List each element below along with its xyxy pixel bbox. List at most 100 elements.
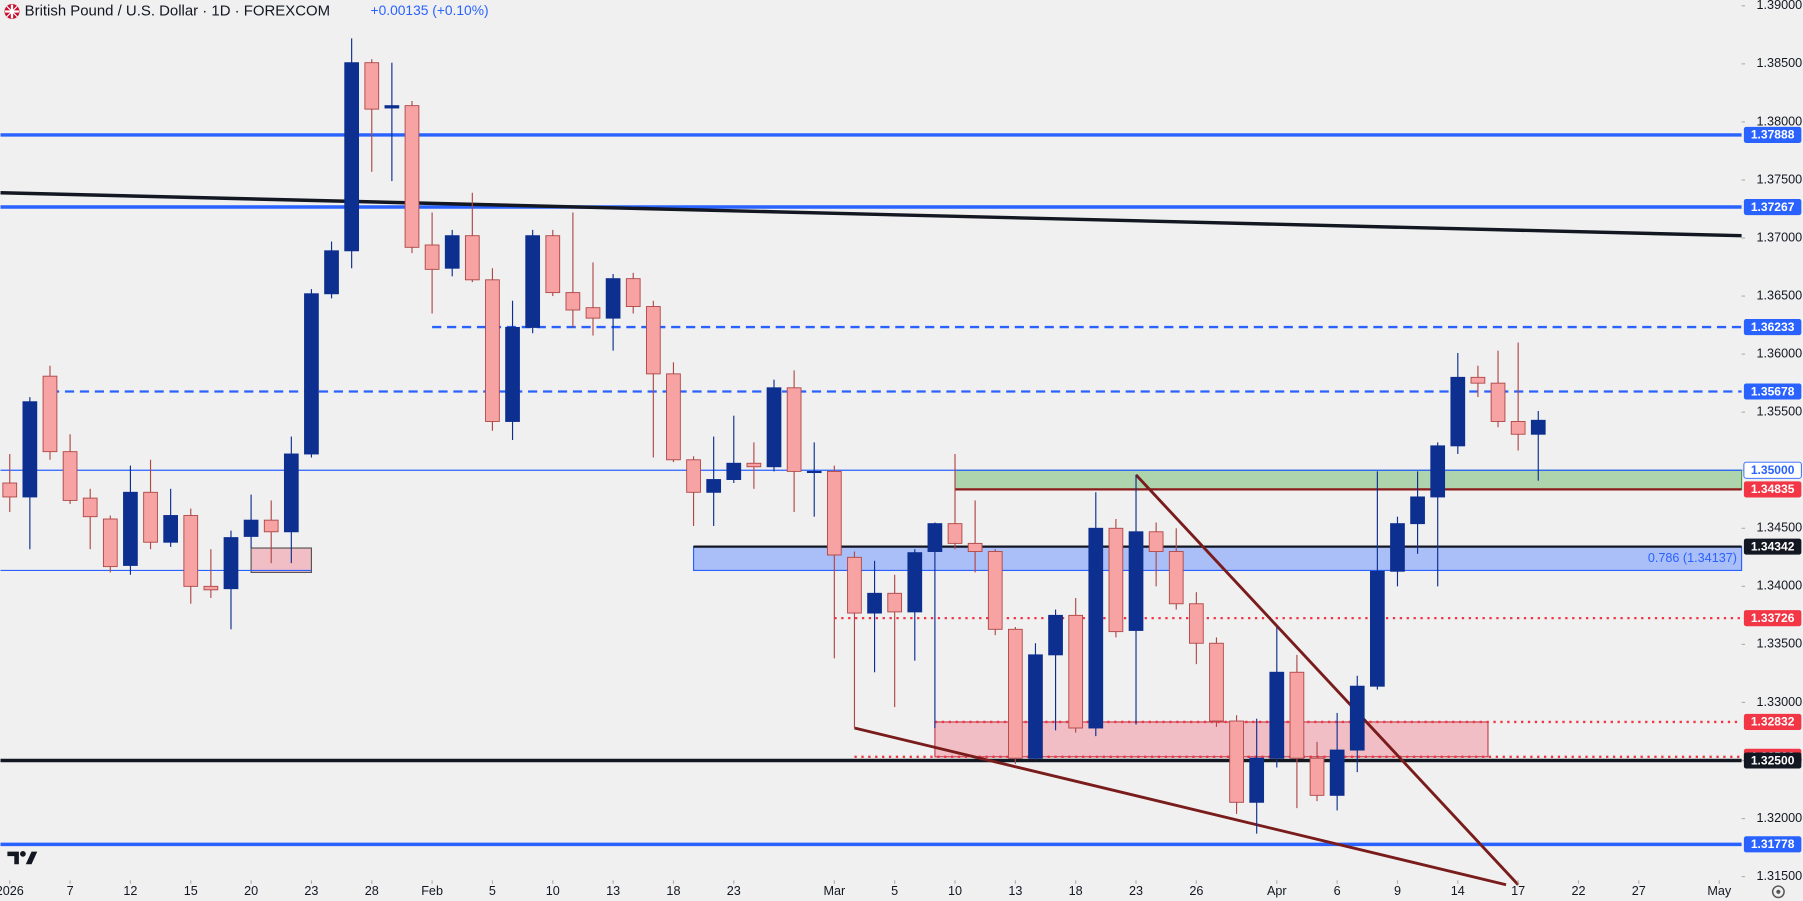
candle-body [987, 551, 1003, 630]
x-tick-label: 23 [727, 884, 741, 898]
y-tick-label: 1.33000 [1757, 695, 1803, 709]
candle-body [1269, 671, 1285, 759]
candle-body [545, 235, 561, 294]
x-tick-label: 2026 [0, 884, 24, 898]
candle-body [22, 401, 38, 498]
header: British Pound / U.S. Dollar · 1D · FOREX… [4, 2, 489, 19]
candle-body [525, 235, 541, 328]
logo-part [7, 851, 19, 865]
price-label: 1.32500 [1751, 753, 1795, 767]
gear-ring [1771, 885, 1785, 899]
price-label: 1.34835 [1751, 482, 1795, 496]
candle-body [947, 523, 963, 544]
candle-body [1510, 421, 1526, 435]
candle-body [1470, 376, 1486, 384]
candle-body [645, 306, 661, 375]
x-tick-label: 22 [1571, 884, 1585, 898]
trendline [854, 726, 1507, 887]
candle-body [927, 523, 943, 552]
candle-body [1430, 445, 1446, 498]
candle-body [1108, 527, 1124, 633]
candle-body [1148, 531, 1164, 552]
tv-logo[interactable] [7, 851, 38, 865]
annotation: 0.786 (1.34137) [1648, 551, 1737, 565]
y-tick-label: 1.39000 [1757, 0, 1803, 12]
candle-body [766, 387, 782, 468]
candle-body [1289, 671, 1305, 759]
x-tick-label: 18 [1069, 884, 1083, 898]
x-tick-label: 23 [1129, 884, 1143, 898]
x-tick-label: Mar [823, 884, 845, 898]
x-tick-label: 26 [1189, 884, 1203, 898]
candle-body [887, 592, 903, 613]
x-tick-label: 23 [304, 884, 318, 898]
x-tick-label: 5 [891, 884, 898, 898]
price-change: +0.00135 (+0.10%) [371, 3, 489, 18]
candle-body [1028, 654, 1043, 759]
candle-body [1490, 382, 1506, 422]
price-label: 1.37888 [1751, 128, 1795, 142]
candle-body [203, 585, 219, 591]
flag-diagonals [6, 5, 18, 18]
logo-dot [20, 851, 26, 857]
y-tick-label: 1.35500 [1757, 405, 1803, 419]
candle-body [1329, 749, 1345, 796]
candle-body [424, 244, 440, 270]
y-tick-label: 1.38000 [1757, 114, 1803, 128]
candle-body [223, 537, 239, 590]
price-label-bg [1743, 481, 1802, 498]
candle-body [62, 451, 78, 501]
candle-body [485, 279, 500, 422]
candle-body [1349, 685, 1365, 751]
candle-body [585, 307, 601, 319]
candle-body [263, 519, 279, 533]
price-label: 1.33726 [1751, 611, 1795, 625]
price-label-bg [1743, 383, 1802, 400]
candle-body [967, 542, 983, 552]
candle-body [1128, 531, 1144, 631]
candle-body [2, 482, 18, 498]
candle-body [1530, 419, 1546, 435]
y-tick-label: 1.34500 [1757, 521, 1803, 535]
candle-body [404, 105, 420, 248]
x-tick-label: 10 [546, 884, 560, 898]
zone [954, 469, 1743, 490]
price-label: 1.32832 [1751, 715, 1795, 729]
candle-body [1189, 603, 1204, 644]
price-label-bg [1743, 752, 1802, 769]
candle-body [364, 62, 380, 110]
y-tick-label: 1.32000 [1757, 811, 1803, 825]
candle-body [625, 278, 641, 307]
price-label-bg [1743, 198, 1802, 216]
candle-body [102, 518, 118, 568]
y-tick-label: 1.33500 [1757, 637, 1803, 651]
x-tick-label: 17 [1511, 884, 1525, 898]
y-tick-label: 1.34000 [1757, 579, 1803, 593]
candle-body [1209, 642, 1224, 722]
candle-body [344, 62, 360, 252]
x-tick-label: 9 [1394, 884, 1401, 898]
x-tick-label: 12 [123, 884, 137, 898]
symbol-title[interactable]: British Pound / U.S. Dollar · 1D · FOREX… [25, 2, 330, 19]
settings-icon[interactable] [1771, 885, 1785, 899]
candle-body [163, 515, 179, 543]
candle-body [1088, 527, 1104, 729]
y-tick-label: 1.36500 [1757, 288, 1803, 302]
candle-body [686, 459, 701, 493]
candle-body [1450, 376, 1466, 447]
price-label: 1.35678 [1751, 384, 1795, 398]
candle-body [666, 373, 681, 461]
candle-body [1249, 757, 1265, 803]
x-tick-label: May [1707, 884, 1732, 898]
candle-body [384, 105, 400, 109]
x-tick-label: 28 [365, 884, 379, 898]
trendline [1134, 473, 1520, 886]
candle-body [42, 375, 58, 453]
x-tick-label: 13 [1008, 884, 1022, 898]
candle-body [123, 491, 138, 566]
y-tick-label: 1.37500 [1757, 172, 1803, 186]
candle-body [847, 556, 862, 614]
zone [250, 547, 313, 573]
